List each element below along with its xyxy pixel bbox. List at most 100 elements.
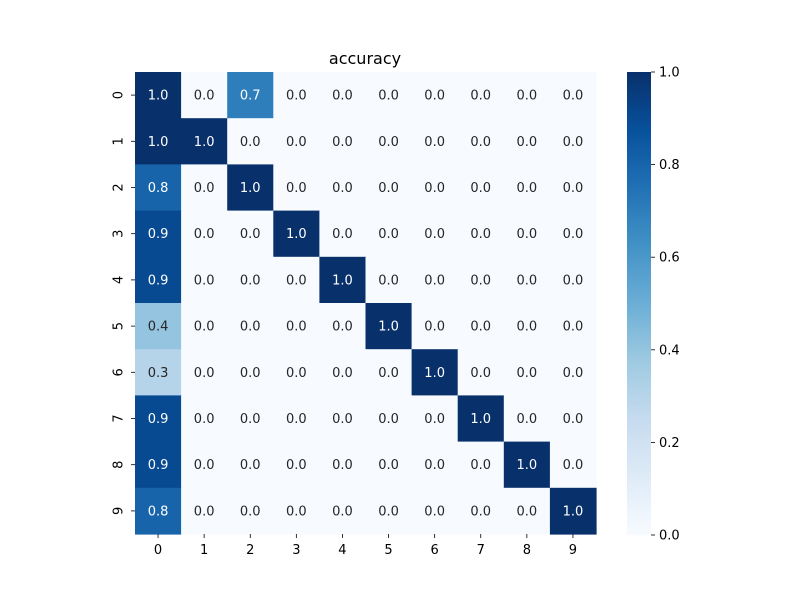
heatmap-cell-r4-c1 <box>181 256 228 304</box>
cell-value-label-r1-c9: 0.0 <box>563 135 584 150</box>
heatmap-cell-r3-c8 <box>503 210 551 258</box>
y-tick-label-5: 5 <box>112 322 127 330</box>
heatmap-cell-r1-c5 <box>365 118 413 165</box>
heatmap-cell-r2-c8 <box>503 164 551 212</box>
heatmap-cell-r6-c3 <box>273 349 320 396</box>
cell-value-label-r7-c1: 0.0 <box>194 412 215 427</box>
heatmap-cell-r7-c8 <box>503 395 551 443</box>
cell-value-label-r0-c3: 0.0 <box>286 89 307 104</box>
cell-value-label-r4-c7: 0.0 <box>470 273 491 288</box>
cell-value-label-r9-c8: 0.0 <box>517 504 538 519</box>
cell-value-label-r0-c9: 0.0 <box>563 89 584 104</box>
cell-value-label-r2-c7: 0.0 <box>470 181 491 196</box>
heatmap-cell-r4-c8 <box>503 256 551 304</box>
cell-value-label-r5-c9: 0.0 <box>563 320 584 335</box>
heatmap-cell-r2-c6 <box>411 164 459 212</box>
cell-value-label-r7-c2: 0.0 <box>240 412 261 427</box>
y-tick-label-2: 2 <box>112 183 127 191</box>
y-tick-label-9: 9 <box>112 507 127 515</box>
cell-value-label-r0-c2: 0.7 <box>240 89 261 104</box>
cell-value-label-r3-c2: 0.0 <box>240 227 261 242</box>
cell-value-label-r3-c0: 0.9 <box>148 227 169 242</box>
heatmap-cell-r8-c4 <box>319 441 367 489</box>
cell-value-label-r7-c8: 0.0 <box>517 412 538 427</box>
heatmap-cell-r0-c9 <box>549 72 597 119</box>
heatmap-cell-r0-c3 <box>273 72 320 119</box>
heatmap-cell-r7-c5 <box>365 395 413 443</box>
cell-value-label-r5-c1: 0.0 <box>194 320 215 335</box>
cell-value-label-r6-c5: 0.0 <box>378 366 399 381</box>
heatmap-cell-r0-c0 <box>135 72 182 119</box>
x-axis: 0 1 2 3 4 5 6 7 8 9 <box>154 534 577 558</box>
heatmap-cell-r9-c9 <box>549 487 597 535</box>
cell-value-label-r2-c6: 0.0 <box>424 181 445 196</box>
colorbar: 0.0 0.2 0.4 0.6 0.8 1.0 <box>627 66 680 544</box>
chart-title: accuracy <box>329 49 401 68</box>
heatmap-cell-r5-c6 <box>411 303 459 350</box>
heatmap-cell-r5-c5 <box>365 303 413 350</box>
heatmap-cell-r3-c4 <box>319 210 367 258</box>
cell-value-label-r8-c4: 0.0 <box>332 458 353 473</box>
heatmap-cell-r8-c2 <box>227 441 274 489</box>
cell-value-label-r7-c6: 0.0 <box>424 412 445 427</box>
heatmap-cell-r4-c0 <box>135 256 182 304</box>
heatmap-cell-r3-c2 <box>227 210 274 258</box>
heatmap-cell-r5-c8 <box>503 303 551 350</box>
heatmap-cell-labels: 1.0 0.0 0.7 0.0 0.0 0.0 0.0 0.0 0.0 0.0 1.0 1.0 0.0 0… <box>148 89 584 520</box>
heatmap-cell-r8-c6 <box>411 441 459 489</box>
heatmap-cell-r8-c8 <box>503 441 551 489</box>
heatmap-cell-r9-c2 <box>227 487 274 535</box>
heatmap-cell-r2-c7 <box>457 164 505 212</box>
heatmap-cell-r4-c7 <box>457 256 505 304</box>
cell-value-label-r4-c0: 0.9 <box>148 273 169 288</box>
x-tick-label-9: 9 <box>569 543 577 558</box>
heatmap-cell-r5-c0 <box>135 303 182 350</box>
heatmap-cell-r3-c0 <box>135 210 182 258</box>
heatmap-cell-r6-c1 <box>181 349 228 396</box>
heatmap-cell-r5-c1 <box>181 303 228 350</box>
cell-value-label-r9-c5: 0.0 <box>378 504 399 519</box>
heatmap-cell-r5-c2 <box>227 303 274 350</box>
heatmap-cell-r4-c3 <box>273 256 320 304</box>
cell-value-label-r6-c4: 0.0 <box>332 366 353 381</box>
heatmap-cell-r2-c2 <box>227 164 274 212</box>
cell-value-label-r9-c2: 0.0 <box>240 504 261 519</box>
cell-value-label-r0-c1: 0.0 <box>194 89 215 104</box>
heatmap-cell-r7-c1 <box>181 395 228 443</box>
cell-value-label-r5-c3: 0.0 <box>286 320 307 335</box>
cell-value-label-r2-c3: 0.0 <box>286 181 307 196</box>
heatmap-cell-r4-c5 <box>365 256 413 304</box>
heatmap-cell-r5-c9 <box>549 303 597 350</box>
cell-value-label-r1-c0: 1.0 <box>148 135 169 150</box>
heatmap-cell-r7-c3 <box>273 395 320 443</box>
heatmap-cell-r9-c4 <box>319 487 367 535</box>
cell-value-label-r3-c3: 1.0 <box>286 227 307 242</box>
cell-value-label-r2-c9: 0.0 <box>563 181 584 196</box>
cell-value-label-r1-c8: 0.0 <box>517 135 538 150</box>
heatmap-cell-r6-c4 <box>319 349 367 396</box>
cell-value-label-r2-c1: 0.0 <box>194 181 215 196</box>
heatmap-cell-r6-c2 <box>227 349 274 396</box>
cell-value-label-r5-c7: 0.0 <box>470 320 491 335</box>
heatmap-cell-r6-c6 <box>411 349 459 396</box>
cell-value-label-r4-c6: 0.0 <box>424 273 445 288</box>
heatmap-cell-r2-c1 <box>181 164 228 212</box>
heatmap-cell-r2-c4 <box>319 164 367 212</box>
cell-value-label-r3-c7: 0.0 <box>470 227 491 242</box>
cell-value-label-r4-c8: 0.0 <box>517 273 538 288</box>
heatmap-cell-r3-c5 <box>365 210 413 258</box>
cell-value-label-r0-c6: 0.0 <box>424 89 445 104</box>
heatmap-cell-r8-c0 <box>135 441 182 489</box>
heatmap-cell-r0-c8 <box>503 72 551 119</box>
heatmap-cells <box>135 72 597 535</box>
heatmap-cell-r4-c2 <box>227 256 274 304</box>
heatmap-cell-r1-c7 <box>457 118 505 165</box>
heatmap-cell-r3-c9 <box>549 210 597 258</box>
cell-value-label-r3-c9: 0.0 <box>563 227 584 242</box>
y-tick-label-4: 4 <box>112 276 127 284</box>
x-tick-label-3: 3 <box>292 543 300 558</box>
cell-value-label-r0-c0: 1.0 <box>148 89 169 104</box>
y-tick-label-3: 3 <box>112 230 127 238</box>
